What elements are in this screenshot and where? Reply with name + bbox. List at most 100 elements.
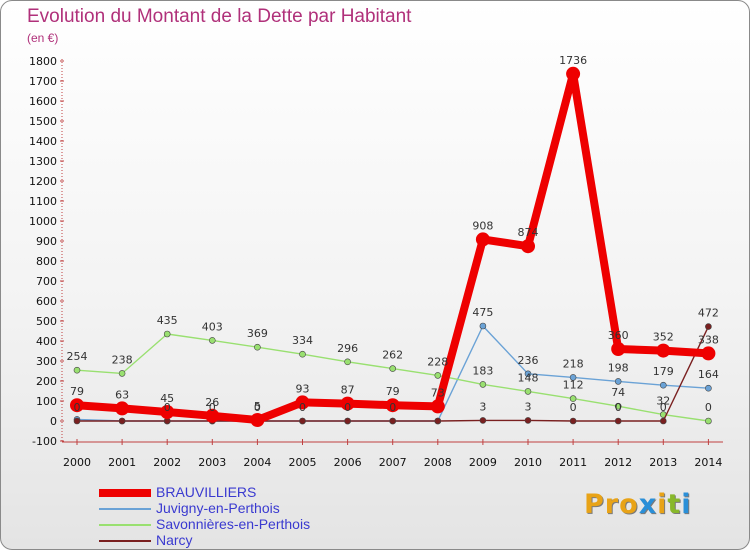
data-point — [705, 417, 712, 425]
data-point — [430, 399, 445, 414]
data-point — [344, 358, 351, 366]
y-tick-label: 1800 — [29, 55, 57, 68]
x-tick-label: 2000 — [63, 456, 91, 469]
data-label: 5 — [254, 400, 261, 413]
y-tick-label: 1600 — [29, 95, 57, 108]
data-label: 0 — [164, 401, 171, 414]
x-tick-label: 2009 — [469, 456, 497, 469]
data-point — [611, 342, 626, 356]
data-point — [479, 417, 487, 424]
data-label: 73 — [431, 386, 445, 399]
data-point — [254, 343, 261, 351]
data-point — [118, 370, 126, 377]
data-point — [434, 417, 442, 425]
proxiti-logo: Proxiti — [584, 489, 692, 520]
data-point — [569, 374, 577, 381]
y-tick-label: 1300 — [29, 155, 57, 168]
data-label: 26 — [205, 396, 219, 409]
data-label: 338 — [698, 333, 719, 346]
x-tick-label: 2007 — [379, 456, 407, 469]
data-point — [569, 417, 577, 425]
data-label: 32 — [656, 395, 670, 408]
data-point — [479, 322, 487, 330]
data-point — [524, 370, 532, 378]
data-label: 435 — [157, 314, 178, 327]
y-tick-label: 1500 — [29, 115, 57, 128]
data-label: 0 — [570, 401, 577, 414]
legend-swatch — [99, 508, 151, 510]
data-point — [475, 232, 490, 247]
data-point — [566, 66, 581, 81]
y-tick-label: 1700 — [29, 75, 57, 88]
data-point — [70, 398, 84, 413]
y-tick-label: 600 — [36, 295, 57, 308]
data-label: 198 — [608, 361, 629, 374]
data-point — [524, 388, 532, 395]
data-label: 183 — [472, 364, 493, 377]
data-label: 3 — [525, 400, 532, 413]
data-point — [701, 346, 716, 361]
data-point — [163, 330, 171, 338]
y-tick-label: 500 — [36, 315, 57, 328]
data-point — [524, 417, 532, 424]
data-point — [73, 417, 81, 425]
data-label: 238 — [112, 353, 133, 366]
data-label: 63 — [115, 388, 129, 401]
x-tick-label: 2010 — [514, 456, 542, 469]
data-point — [659, 381, 667, 389]
data-point — [299, 417, 306, 425]
x-tick-label: 2014 — [694, 456, 722, 469]
y-tick-label: 200 — [36, 375, 57, 388]
legend-label: Narcy — [156, 532, 193, 548]
data-point — [521, 239, 535, 254]
data-label: 254 — [67, 350, 88, 363]
x-tick-label: 2008 — [424, 456, 452, 469]
y-tick-label: 900 — [36, 235, 57, 248]
y-tick-label: 400 — [36, 335, 57, 348]
data-label: 3 — [479, 400, 486, 413]
data-label: 45 — [160, 392, 174, 405]
data-point — [250, 413, 265, 427]
legend-swatch — [99, 524, 151, 526]
data-label: 179 — [653, 365, 674, 378]
x-tick-label: 2011 — [559, 456, 587, 469]
data-point — [705, 323, 712, 330]
data-point — [614, 417, 622, 425]
data-label: 218 — [563, 357, 584, 370]
x-tick-label: 2001 — [108, 456, 136, 469]
data-label: 0 — [705, 401, 712, 414]
data-point — [115, 401, 130, 416]
data-point — [569, 395, 577, 402]
data-label: 874 — [518, 226, 539, 239]
data-label: 908 — [472, 219, 493, 232]
x-tick-label: 2004 — [243, 456, 271, 469]
data-label: 369 — [247, 327, 268, 340]
legend-label: Savonnières-en-Perthois — [156, 516, 311, 532]
data-point — [389, 417, 397, 425]
data-label: 74 — [611, 386, 625, 399]
data-label: 0 — [299, 401, 306, 414]
data-point — [209, 337, 216, 344]
data-label: 0 — [254, 401, 261, 414]
y-tick-label: 300 — [36, 355, 57, 368]
y-tick-label: 1100 — [29, 195, 57, 208]
data-point — [118, 417, 126, 425]
y-tick-label: 700 — [36, 275, 57, 288]
y-tick-label: 1400 — [29, 135, 57, 148]
data-label: 148 — [518, 371, 539, 384]
data-point — [73, 366, 81, 374]
data-label: 334 — [292, 334, 313, 347]
data-label: 228 — [427, 355, 448, 368]
x-tick-label: 2005 — [289, 456, 317, 469]
data-point — [659, 417, 667, 425]
x-tick-label: 2012 — [604, 456, 632, 469]
data-label: 352 — [653, 331, 674, 344]
data-label: 0 — [615, 401, 622, 414]
data-label: 236 — [518, 354, 539, 367]
x-tick-label: 2006 — [334, 456, 362, 469]
data-point — [299, 350, 306, 358]
chart-title: Evolution du Montant de la Dette par Hab… — [27, 6, 412, 27]
data-label: 0 — [660, 401, 667, 414]
legend-swatch — [99, 489, 151, 497]
